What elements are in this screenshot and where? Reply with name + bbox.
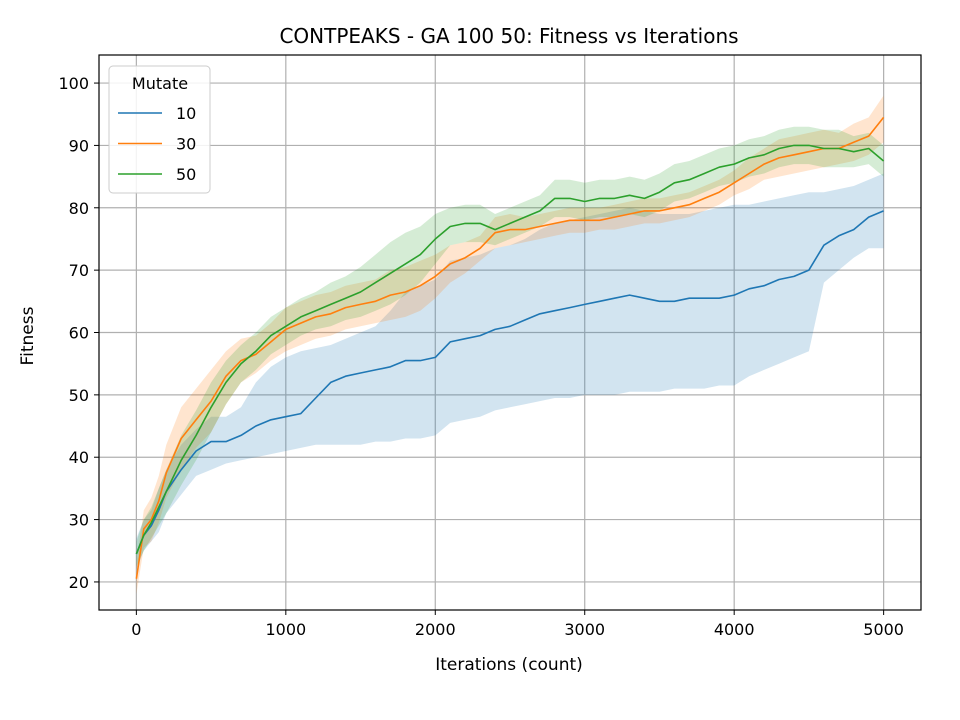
y-tick-label: 50 [69,386,89,405]
y-axis-label: Fitness [18,306,38,365]
x-tick-label: 3000 [564,620,605,639]
series-line-50 [135,144,885,555]
x-tick-label: 4000 [714,620,755,639]
grid [99,55,921,610]
y-tick-label: 100 [58,74,89,93]
legend-items: 10 30 50 [118,104,196,184]
series-line-10 [135,210,884,555]
legend-box [108,65,211,194]
y-tick-label: 30 [69,511,89,530]
confidence-band-10 [136,173,884,570]
plot-area [98,54,922,611]
legend-label: 30 [176,135,196,154]
y-tick-label: 60 [69,324,89,343]
x-tick-label: 0 [131,620,141,639]
series-lines [135,116,885,579]
x-axis-label: Iterations (count) [435,655,583,675]
y-tick-label: 20 [69,573,89,592]
legend-item-50: 50 [118,165,196,184]
x-axis: 0 1000 2000 3000 4000 5000 [131,610,904,639]
x-tick-label: 2000 [415,620,456,639]
y-tick-label: 70 [69,261,89,280]
legend: Mutate 10 30 50 [108,65,211,194]
y-axis: 20 30 40 50 60 70 80 90 100 [58,74,99,592]
chart-title: CONTPEAKS - GA 100 50: Fitness vs Iterat… [279,24,738,48]
y-tick-label: 40 [69,448,89,467]
x-tick-label: 1000 [265,620,306,639]
x-tick-label: 5000 [863,620,904,639]
y-tick-label: 90 [69,136,89,155]
legend-title: Mutate [132,74,188,93]
legend-item-30: 30 [118,135,196,154]
legend-label: 50 [176,165,196,184]
series-line-30 [135,116,885,579]
legend-item-10: 10 [118,104,196,123]
confidence-band-50 [136,126,884,567]
y-tick-label: 80 [69,199,89,218]
legend-label: 10 [176,104,196,123]
